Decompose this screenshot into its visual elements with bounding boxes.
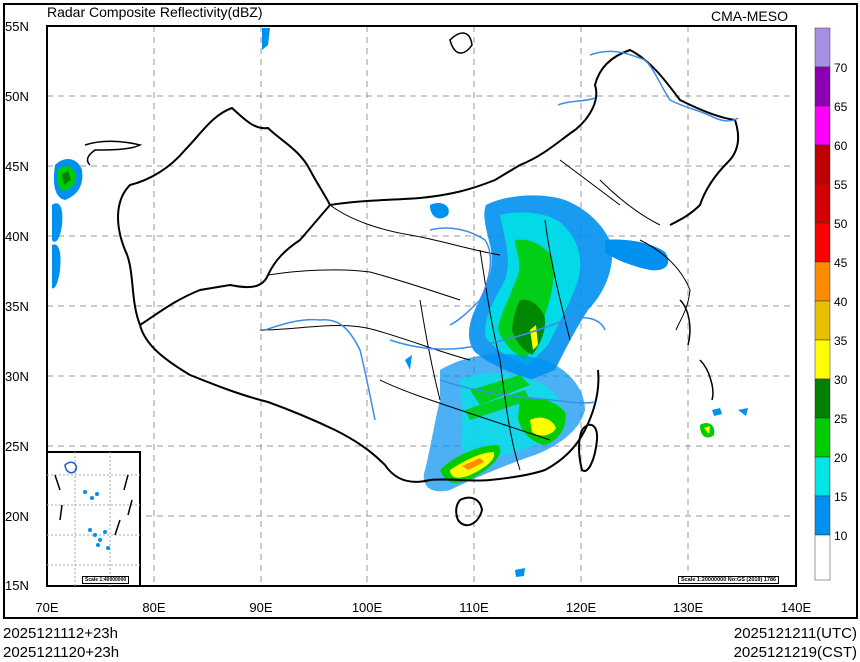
colorbar-label-55: 55 (834, 178, 848, 192)
lat-label-20n: 20N (5, 509, 29, 524)
rivers (264, 50, 739, 421)
valid-time-utc: 2025121211(UTC) (733, 625, 857, 642)
colorbar-label-40: 40 (834, 295, 848, 309)
lat-label-50n: 50N (5, 89, 29, 104)
init-time-cst: 2025121120+23h (3, 644, 120, 661)
province-boundaries (259, 159, 691, 471)
lon-label-130e: 130E (672, 600, 704, 615)
lat-label-55n: 55N (5, 19, 29, 34)
lat-label-40n: 40N (5, 229, 29, 244)
colorbar (814, 27, 831, 581)
figure-frame (3, 3, 858, 619)
colorbar-label-25: 25 (834, 412, 848, 426)
colorbar-label-35: 35 (834, 334, 848, 348)
colorbar-label-45: 45 (834, 256, 848, 270)
colorbar-label-70: 70 (834, 61, 848, 75)
lon-label-80e: 80E (142, 600, 166, 615)
chart-title: Radar Composite Reflectivity(dBZ) (47, 4, 263, 20)
lon-label-110e: 110E (459, 600, 489, 615)
model-source-label: CMA-MESO (711, 8, 788, 24)
valid-time-cst: 2025121219(CST) (733, 644, 857, 661)
coastline (84, 32, 714, 401)
lon-label-140e: 140E (780, 600, 812, 615)
init-time-utc: 2025121112+23h (3, 625, 118, 642)
colorbar-label-15: 15 (834, 490, 848, 504)
map-scale-label: Scale 1:20000000 No:GS (2019) 1786 (678, 576, 780, 584)
colorbar-label-60: 60 (834, 139, 848, 153)
lat-label-30n: 30N (5, 369, 29, 384)
lon-label-100e: 100E (351, 600, 383, 615)
country-boundary (117, 48, 740, 527)
south-china-sea-inset (46, 451, 141, 587)
lon-label-120e: 120E (565, 600, 597, 615)
colorbar-label-10: 10 (834, 529, 848, 543)
map-border (46, 25, 797, 587)
lat-label-45n: 45N (5, 159, 29, 174)
lon-label-70e: 70E (35, 600, 59, 615)
colorbar-label-20: 20 (834, 451, 848, 465)
lon-label-90e: 90E (249, 600, 273, 615)
radar-echoes (52, 28, 748, 577)
colorbar-label-65: 65 (834, 100, 848, 114)
lat-label-15n: 15N (5, 578, 29, 593)
colorbar-label-30: 30 (834, 373, 848, 387)
inset-scale-label: Scale 1:40000000 (82, 576, 130, 584)
colorbar-label-50: 50 (834, 217, 848, 231)
lat-label-35n: 35N (5, 299, 29, 314)
lat-label-25n: 25N (5, 439, 29, 454)
